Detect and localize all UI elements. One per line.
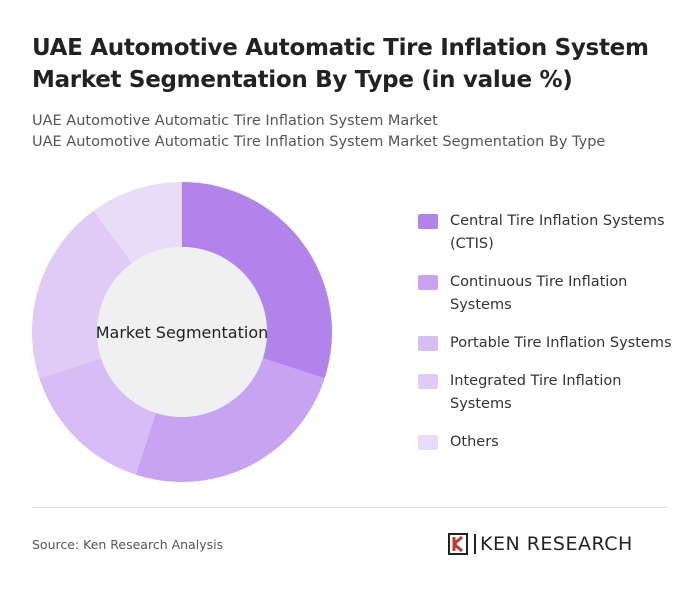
legend-swatch xyxy=(418,275,438,290)
brand: KEN RESEARCH xyxy=(480,533,633,555)
chart-title: UAE Automotive Automatic Tire Inflation … xyxy=(32,35,649,93)
legend-item: Integrated Tire Inflation Systems xyxy=(418,370,678,416)
slice xyxy=(31,210,133,379)
logo-bar xyxy=(474,534,476,554)
legend-swatch xyxy=(418,435,438,450)
legend-swatch xyxy=(418,214,438,229)
legend-item: Central Tire Inflation Systems (CTIS) xyxy=(418,210,678,256)
legend-label: Others xyxy=(450,434,499,450)
slice xyxy=(182,182,332,379)
slice xyxy=(39,358,156,475)
legend-item: Portable Tire Inflation Systems xyxy=(418,332,678,355)
legend-label: Integrated Tire Inflation Systems xyxy=(450,373,622,412)
legend-swatch xyxy=(418,374,438,389)
donut-chart: Market Segmentation xyxy=(31,182,332,482)
legend-label: Portable Tire Inflation Systems xyxy=(450,335,672,351)
donut-hole xyxy=(97,247,267,417)
logo-icon xyxy=(448,533,468,555)
legend-label: Central Tire Inflation Systems (CTIS) xyxy=(450,213,665,252)
logo: KEN RESEARCH xyxy=(447,530,633,558)
slice xyxy=(93,182,182,264)
legend-item: Continuous Tire Inflation Systems xyxy=(418,271,678,317)
subtitle: UAE Automotive Automatic Tire Inflation … xyxy=(32,113,438,129)
legend-swatch xyxy=(418,336,438,351)
legend-item: Others xyxy=(418,431,678,454)
divider xyxy=(32,507,668,508)
source: Source: Ken Research Analysis xyxy=(32,537,224,552)
legend-label: Continuous Tire Inflation Systems xyxy=(450,274,628,313)
slice xyxy=(135,358,325,482)
legend: Central Tire Inflation Systems (CTIS) Con… xyxy=(418,210,678,469)
center-label: Market Segmentation xyxy=(96,323,269,342)
subtitle: UAE Automotive Automatic Tire Inflation … xyxy=(32,134,606,150)
